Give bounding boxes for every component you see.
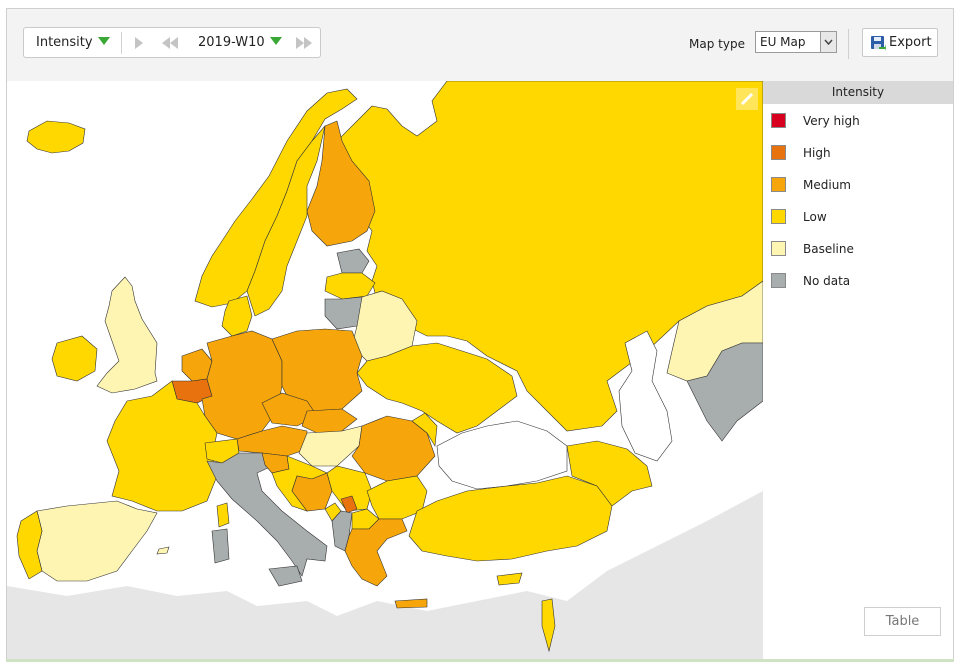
country-latvia[interactable]	[324, 272, 376, 300]
country-portugal[interactable]	[16, 510, 43, 580]
chevron-down-icon	[824, 39, 833, 46]
legend-label: Medium	[803, 178, 851, 192]
toolbar: Intensity 2019-W10 Map type EU Map	[7, 9, 953, 82]
map-area[interactable]	[7, 81, 763, 660]
country-estonia[interactable]	[336, 248, 370, 274]
play-icon[interactable]	[134, 37, 144, 49]
table-button[interactable]: Table	[864, 607, 941, 636]
legend-label: No data	[803, 274, 851, 288]
period-select-label: 2019-W10	[198, 35, 265, 50]
country-cyprus[interactable]	[496, 572, 523, 586]
select-arrow	[820, 32, 836, 52]
country-ukraine[interactable]	[356, 342, 518, 434]
country-israel[interactable]	[541, 598, 556, 653]
country-turkey[interactable]	[408, 475, 613, 562]
legend-label: Very high	[803, 114, 860, 128]
country-hungary[interactable]	[298, 425, 363, 467]
legend-swatch	[771, 273, 786, 288]
legend-swatch	[771, 177, 786, 192]
edit-icon[interactable]	[736, 88, 758, 110]
indicator-select-label: Intensity	[36, 35, 93, 50]
divider	[121, 32, 122, 54]
indicator-select[interactable]: Intensity	[36, 35, 110, 50]
country-serbia[interactable]	[326, 465, 373, 512]
chevron-down-icon	[97, 37, 110, 45]
divider	[848, 29, 849, 59]
island-corsica[interactable]	[216, 502, 230, 528]
fast-forward-icon[interactable]	[296, 37, 312, 49]
country-caucasus[interactable]	[566, 440, 653, 507]
legend-swatch	[771, 113, 786, 128]
country-kosovo[interactable]	[340, 495, 358, 514]
country-iceland[interactable]	[26, 120, 86, 154]
legend-label: Baseline	[803, 242, 854, 256]
legend-swatch	[771, 209, 786, 224]
country-united-kingdom[interactable]	[96, 276, 158, 394]
island-sicily[interactable]	[268, 565, 303, 587]
chevron-down-icon	[269, 37, 282, 45]
pencil-icon	[740, 92, 754, 106]
bottom-bar	[6, 659, 954, 662]
export-button[interactable]: Export	[862, 28, 938, 57]
period-select[interactable]: 2019-W10	[198, 35, 282, 50]
legend-label: Low	[803, 210, 827, 224]
legend-swatch	[771, 241, 786, 256]
export-button-label: Export	[889, 35, 932, 50]
legend-swatch	[771, 145, 786, 160]
island-crete[interactable]	[394, 598, 428, 609]
country-central-asia[interactable]	[686, 342, 763, 442]
legend-label: High	[803, 146, 831, 160]
map-type-label: Map type	[689, 37, 745, 51]
island-sardinia[interactable]	[211, 528, 230, 564]
country-france[interactable]	[106, 380, 218, 512]
country-sweden[interactable]	[246, 125, 326, 317]
island-balearic[interactable]	[156, 546, 170, 555]
caspian-sea	[618, 330, 673, 462]
europe-map[interactable]	[7, 81, 763, 660]
navigation-control-group: Intensity 2019-W10	[23, 27, 321, 58]
map-type-value: EU Map	[760, 35, 806, 49]
country-moldova[interactable]	[411, 412, 438, 447]
legend-panel: Intensity Very high High Medium Low Base…	[763, 81, 953, 660]
legend-title: Intensity	[763, 81, 953, 104]
map-type-select[interactable]: EU Map	[755, 31, 837, 53]
outside-region	[7, 491, 763, 660]
app-frame: Intensity 2019-W10 Map type EU Map	[6, 8, 954, 660]
country-finland[interactable]	[306, 120, 376, 247]
rewind-icon[interactable]	[162, 37, 178, 49]
country-ireland[interactable]	[51, 335, 98, 382]
country-denmark[interactable]	[221, 295, 253, 337]
black-sea	[436, 420, 568, 490]
country-bosnia[interactable]	[291, 472, 333, 512]
country-greece[interactable]	[344, 518, 408, 587]
country-poland[interactable]	[271, 328, 363, 412]
save-export-icon	[871, 36, 886, 51]
